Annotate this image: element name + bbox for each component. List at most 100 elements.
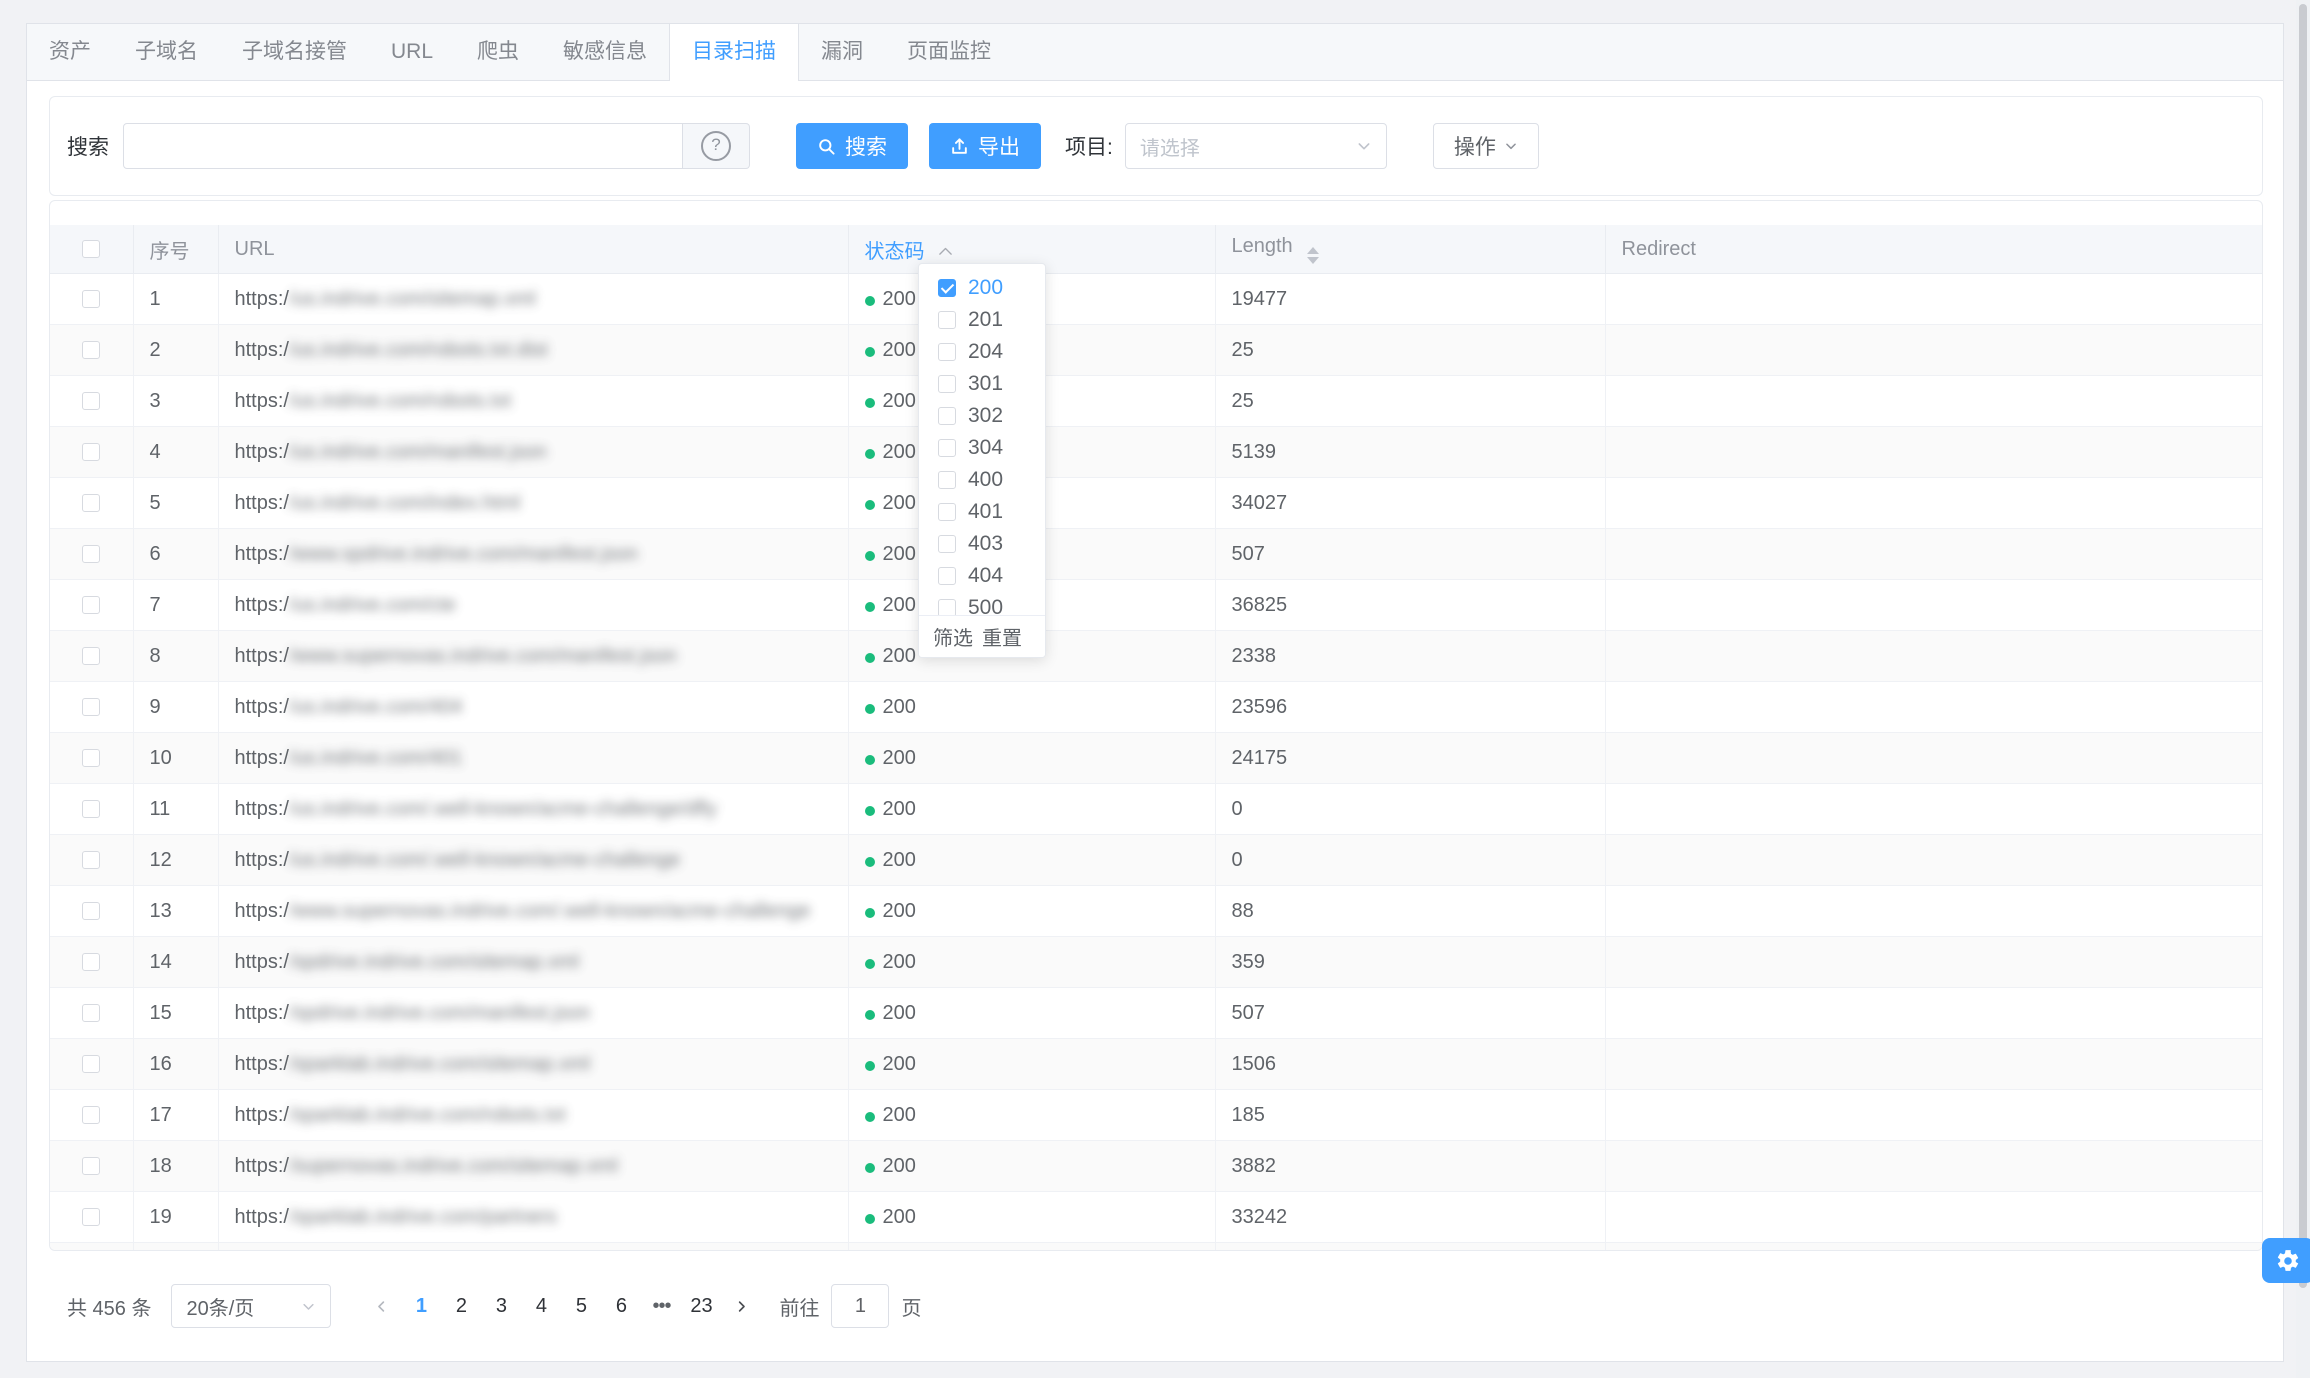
filter-option[interactable]: 301 — [919, 368, 1045, 400]
filter-option-checkbox[interactable] — [938, 343, 956, 361]
next-page-button[interactable] — [721, 1299, 761, 1314]
row-checkbox[interactable] — [82, 494, 101, 513]
row-checkbox[interactable] — [82, 1004, 101, 1023]
length-cell: 33242 — [1214, 1191, 1606, 1243]
filter-option-checkbox[interactable] — [938, 439, 956, 457]
page-number[interactable]: ••• — [652, 1295, 671, 1317]
status-cell: 200 — [847, 834, 1216, 886]
length-cell: 507 — [1214, 987, 1606, 1039]
row-checkbox[interactable] — [82, 800, 101, 819]
sort-carets-icon[interactable] — [1307, 246, 1320, 264]
row-checkbox[interactable] — [82, 1055, 101, 1074]
filter-option[interactable]: 304 — [919, 432, 1045, 464]
filter-option-checkbox[interactable] — [938, 311, 956, 329]
tab[interactable]: 目录扫描 — [669, 24, 800, 81]
row-checkbox[interactable] — [82, 443, 101, 462]
action-button[interactable]: 操作 — [1432, 123, 1539, 169]
row-checkbox[interactable] — [82, 902, 101, 921]
filter-option-checkbox[interactable] — [938, 407, 956, 425]
page-number[interactable]: 5 — [575, 1295, 588, 1317]
row-checkbox[interactable] — [82, 1106, 101, 1125]
redirect-cell — [1604, 273, 2262, 325]
search-help-button[interactable]: ? — [683, 123, 750, 169]
page-number[interactable]: 3 — [495, 1295, 508, 1317]
filter-option-checkbox[interactable] — [938, 375, 956, 393]
page-size-select[interactable]: 20条/页 — [171, 1284, 332, 1328]
filter-option[interactable]: 204 — [919, 336, 1045, 368]
filter-option[interactable]: 302 — [919, 400, 1045, 432]
total-count: 共 456 条 — [67, 1297, 152, 1320]
tab[interactable]: 敏感信息 — [563, 40, 648, 63]
filter-option[interactable]: 404 — [919, 560, 1045, 592]
search-button-label: 搜索 — [845, 136, 887, 159]
filter-option-checkbox[interactable] — [938, 471, 956, 489]
row-checkbox[interactable] — [82, 341, 101, 360]
filter-option[interactable]: 200 — [919, 272, 1045, 304]
row-checkbox[interactable] — [82, 698, 101, 717]
row-checkbox[interactable] — [82, 290, 101, 309]
url-prefix: https:/ — [234, 848, 289, 871]
tab[interactable]: 爬虫 — [477, 40, 520, 63]
redirect-cell — [1604, 1038, 2262, 1090]
page-number[interactable]: 23 — [690, 1295, 713, 1317]
filter-option[interactable]: 403 — [919, 528, 1045, 560]
row-select-cell — [50, 273, 134, 325]
tab[interactable]: 页面监控 — [907, 40, 992, 63]
project-select[interactable]: 请选择 — [1124, 123, 1387, 169]
tab[interactable]: URL — [391, 40, 434, 63]
page-number[interactable]: 1 — [415, 1295, 428, 1317]
tab[interactable]: 漏洞 — [821, 40, 864, 63]
filter-option-checkbox[interactable] — [938, 599, 956, 615]
tab[interactable]: 资产 — [49, 40, 91, 63]
filter-reset-button[interactable]: 重置 — [982, 628, 1022, 650]
row-checkbox[interactable] — [82, 545, 101, 564]
goto-page-input[interactable] — [831, 1284, 890, 1328]
tab[interactable]: 子域名接管 — [242, 40, 347, 63]
url-prefix: https:/ — [234, 491, 289, 514]
filter-option[interactable]: 500 — [919, 592, 1045, 615]
row-checkbox[interactable] — [82, 596, 101, 615]
filter-option-checkbox[interactable] — [938, 279, 956, 297]
table-row: 1 https://us.indrive.com/sitemap.xml 200… — [50, 273, 2262, 325]
length-column-header[interactable]: Length — [1214, 225, 1606, 274]
row-select-cell — [50, 426, 134, 478]
row-checkbox[interactable] — [82, 1208, 101, 1227]
scrollbar-thumb[interactable] — [2299, 4, 2307, 1288]
row-checkbox[interactable] — [82, 647, 101, 666]
page-number[interactable]: 2 — [455, 1295, 468, 1317]
url-text-redacted: /us.indrive.com/401 — [288, 746, 463, 769]
row-index-cell: 6 — [132, 528, 219, 580]
select-all-checkbox[interactable] — [82, 240, 101, 259]
prev-page-button[interactable] — [361, 1299, 401, 1314]
url-text-redacted: /us.indrive.com/.well-known/acme-challen… — [288, 797, 717, 820]
url-cell: https://us.indrive.com/404 — [217, 681, 849, 733]
filter-option[interactable]: 201 — [919, 304, 1045, 336]
row-checkbox[interactable] — [82, 749, 101, 768]
filter-option-checkbox[interactable] — [938, 503, 956, 521]
redirect-cell — [1604, 426, 2262, 478]
status-dot-icon — [864, 346, 875, 357]
filter-option-label: 201 — [968, 308, 1004, 331]
row-checkbox[interactable] — [82, 953, 101, 972]
search-button[interactable]: 搜索 — [796, 123, 908, 169]
url-cell: https://us.indrive.com/cte — [217, 579, 849, 631]
status-dot-icon — [864, 958, 875, 969]
row-checkbox[interactable] — [82, 1157, 101, 1176]
search-input[interactable] — [123, 123, 683, 169]
filter-confirm-button[interactable]: 筛选 — [933, 628, 973, 650]
page-number[interactable]: 4 — [535, 1295, 548, 1317]
filter-option[interactable]: 401 — [919, 496, 1045, 528]
row-checkbox[interactable] — [82, 851, 101, 870]
export-button[interactable]: 导出 — [929, 123, 1041, 169]
row-index-cell: 10 — [132, 732, 219, 784]
filter-option[interactable]: 400 — [919, 464, 1045, 496]
url-prefix: https:/ — [234, 287, 289, 310]
settings-fab-button[interactable] — [2262, 1238, 2310, 1283]
tab[interactable]: 子域名 — [135, 40, 198, 63]
filter-option-checkbox[interactable] — [938, 535, 956, 553]
status-dot-icon — [864, 601, 875, 612]
page-number[interactable]: 6 — [615, 1295, 628, 1317]
row-checkbox[interactable] — [82, 392, 101, 411]
filter-option-checkbox[interactable] — [938, 567, 956, 585]
url-cell: https://spdrive.indrive.com/sitemap.xml — [217, 936, 849, 988]
